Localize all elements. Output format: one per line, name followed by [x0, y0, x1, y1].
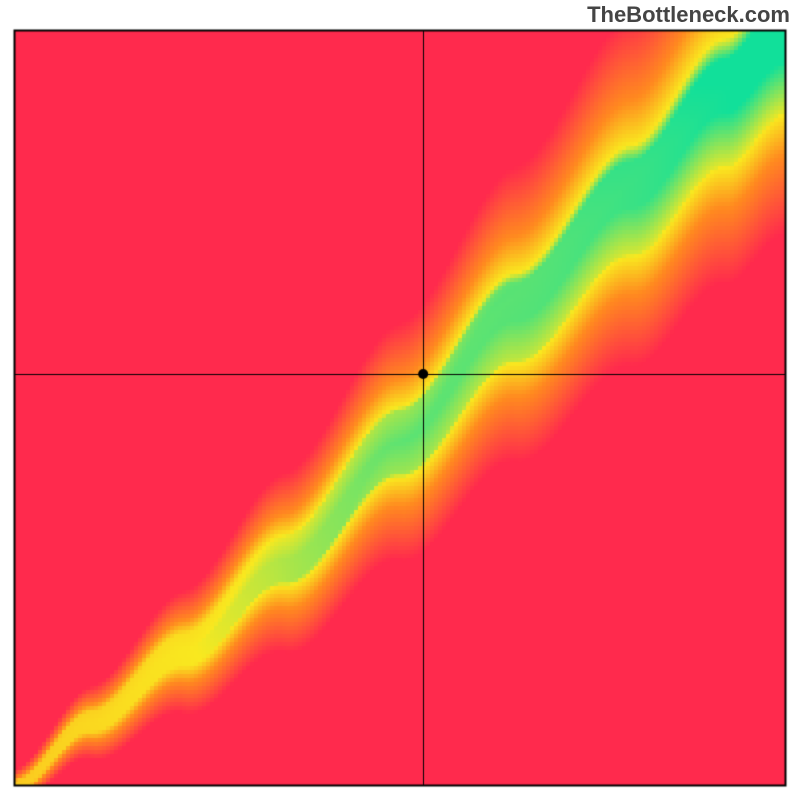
bottleneck-heatmap-canvas: [0, 0, 800, 800]
watermark-text: TheBottleneck.com: [587, 2, 790, 28]
chart-container: TheBottleneck.com: [0, 0, 800, 800]
